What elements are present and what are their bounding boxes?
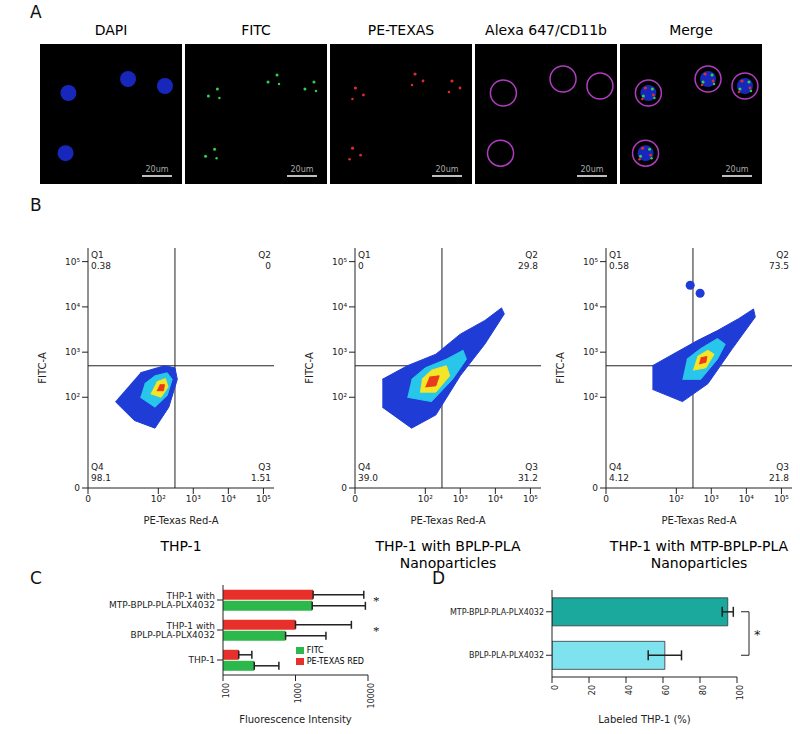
html-text:Q1: Q1	[91, 250, 104, 260]
svg-text:20um: 20um	[290, 165, 313, 174]
svg-text:20um: 20um	[435, 165, 458, 174]
svg-text:PE-Texas Red-A: PE-Texas Red-A	[143, 515, 218, 526]
html-text:A: A	[30, 2, 42, 22]
svg-text:0: 0	[603, 494, 609, 504]
html-text:THP-1 with MTP-BPLP-PLA Nanopa: THP-1 with MTP-BPLP-PLA Nanoparticles	[609, 538, 789, 571]
svg-text:0: 0	[551, 685, 560, 690]
svg-text:10³: 10³	[453, 494, 468, 504]
svg-text:THP-1 withMTP-BPLP-PLA-PLX4032: THP-1 withMTP-BPLP-PLA-PLX4032	[109, 591, 215, 610]
svg-text:20um: 20um	[725, 165, 748, 174]
html-text:4.12: 4.12	[609, 473, 629, 483]
svg-text:10⁵: 10⁵	[583, 257, 598, 267]
html-text:Alexa 647/CD11b: Alexa 647/CD11b	[485, 22, 607, 38]
html-text:31.2: 31.2	[518, 473, 538, 483]
svg-text:10²: 10²	[151, 494, 166, 504]
html-text:FITC: FITC	[241, 22, 271, 38]
svg-text:10000: 10000	[367, 683, 376, 708]
svg-text:10²: 10²	[332, 392, 347, 402]
svg-text:10³: 10³	[704, 494, 719, 504]
svg-text:FITC-A: FITC-A	[304, 352, 315, 384]
html-text:1.51: 1.51	[251, 473, 271, 483]
html-text:Q4: Q4	[91, 462, 104, 472]
svg-text:20um: 20um	[145, 165, 168, 174]
html-text:Q2: Q2	[525, 250, 538, 260]
svg-text:0: 0	[352, 494, 358, 504]
svg-text:10⁴: 10⁴	[221, 494, 236, 504]
svg-text:10³: 10³	[186, 494, 201, 504]
svg-text:*: *	[754, 627, 761, 642]
svg-text:BPLP-PLA-PLX4032: BPLP-PLA-PLX4032	[469, 651, 544, 660]
html-text:0.38: 0.38	[91, 261, 111, 271]
html-text:D: D	[432, 568, 446, 588]
svg-text:FITC-A: FITC-A	[37, 352, 48, 384]
svg-text:Labeled THP-1 (%): Labeled THP-1 (%)	[598, 714, 691, 725]
html-text:B: B	[30, 195, 42, 215]
svg-text:10³: 10³	[332, 347, 347, 357]
svg-text:0: 0	[74, 483, 80, 493]
html-text:Q3: Q3	[258, 462, 271, 472]
html-text:21.8: 21.8	[769, 473, 789, 483]
html-text:Q4: Q4	[609, 462, 622, 472]
svg-text:10³: 10³	[65, 347, 80, 357]
svg-text:60: 60	[662, 685, 671, 695]
svg-text:20: 20	[588, 685, 597, 695]
svg-text:10⁴: 10⁴	[488, 494, 503, 504]
html-text:Merge: Merge	[669, 22, 713, 38]
svg-text:10²: 10²	[583, 392, 598, 402]
html-text:0.58: 0.58	[609, 261, 629, 271]
svg-text:PE-Texas Red-A: PE-Texas Red-A	[410, 515, 485, 526]
svg-text:10⁴: 10⁴	[739, 494, 754, 504]
html-text:PE-TEXAS RED: PE-TEXAS RED	[306, 657, 364, 666]
svg-text:20um: 20um	[580, 165, 603, 174]
html-text:C: C	[30, 568, 42, 588]
svg-text:10²: 10²	[65, 392, 80, 402]
html-text:THP-1 with BPLP-PLA Nanopartic: THP-1 with BPLP-PLA Nanoparticles	[375, 538, 521, 571]
svg-text:10⁴: 10⁴	[583, 302, 598, 312]
svg-text:THP-1: THP-1	[188, 655, 215, 665]
svg-text:40: 40	[625, 685, 634, 695]
html-text:39.0: 39.0	[358, 473, 378, 483]
html-text:Q3: Q3	[525, 462, 538, 472]
html-text:Q4: Q4	[358, 462, 371, 472]
svg-text:10⁵: 10⁵	[256, 494, 271, 504]
svg-text:*: *	[373, 623, 380, 638]
html-text:FITC: FITC	[306, 646, 324, 655]
svg-text:Fluorescence Intensity: Fluorescence Intensity	[239, 714, 352, 725]
html-text:98.1: 98.1	[91, 473, 111, 483]
svg-text:100: 100	[736, 685, 745, 700]
html-text:0: 0	[265, 261, 271, 271]
svg-text:0: 0	[341, 483, 347, 493]
svg-text:10⁵: 10⁵	[774, 494, 789, 504]
svg-text:THP-1 withBPLP-PLA-PLX4032: THP-1 withBPLP-PLA-PLX4032	[131, 621, 215, 640]
svg-text:*: *	[373, 593, 380, 608]
svg-text:PE-Texas Red-A: PE-Texas Red-A	[661, 515, 736, 526]
svg-text:10⁵: 10⁵	[65, 257, 80, 267]
svg-text:100: 100	[222, 683, 231, 698]
html-text:DAPI: DAPI	[94, 22, 128, 38]
svg-text:10⁵: 10⁵	[523, 494, 538, 504]
svg-text:10²: 10²	[669, 494, 684, 504]
svg-text:0: 0	[592, 483, 598, 493]
svg-text:10⁴: 10⁴	[332, 302, 347, 312]
html-text:Q2: Q2	[258, 250, 271, 260]
svg-text:80: 80	[699, 685, 708, 695]
html-text:THP-1: THP-1	[160, 538, 202, 554]
html-text:0: 0	[358, 261, 364, 271]
svg-text:10⁴: 10⁴	[65, 302, 80, 312]
svg-text:FITC-A: FITC-A	[555, 352, 566, 384]
svg-text:10³: 10³	[583, 347, 598, 357]
html-text:Q1: Q1	[609, 250, 622, 260]
svg-text:MTP-BPLP-PLA-PLX4032: MTP-BPLP-PLA-PLX4032	[450, 608, 544, 617]
svg-text:0: 0	[85, 494, 91, 504]
html-text:73.5: 73.5	[769, 261, 789, 271]
html-text:Q1: Q1	[358, 250, 371, 260]
svg-text:1000: 1000	[294, 683, 303, 703]
svg-text:10²: 10²	[418, 494, 433, 504]
html-text:Q3: Q3	[776, 462, 789, 472]
html-text:Q2: Q2	[776, 250, 789, 260]
html-text:PE-TEXAS: PE-TEXAS	[367, 22, 435, 38]
html-text:29.8: 29.8	[518, 261, 538, 271]
svg-text:10⁵: 10⁵	[332, 257, 347, 267]
